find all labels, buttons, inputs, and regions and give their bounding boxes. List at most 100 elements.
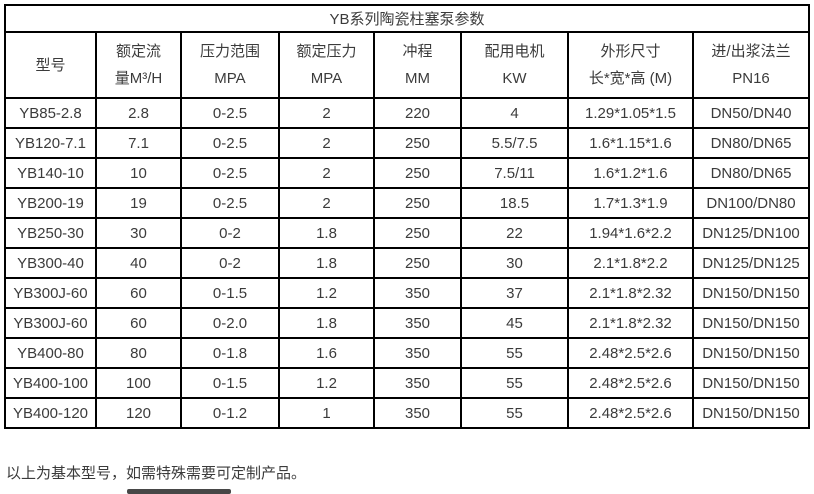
value-cell: 0-2.5 [180,97,280,129]
value-cell: 2.48*2.5*2.6 [567,367,694,399]
value-cell: 1.6*1.15*1.6 [567,127,694,159]
value-cell: 1.29*1.05*1.5 [567,97,694,129]
column-header-line2: MPA [310,70,343,87]
value-cell: 2.48*2.5*2.6 [567,397,694,429]
value-cell: 350 [373,277,462,309]
value-cell: DN80/DN65 [691,157,811,189]
value-cell: 1.8 [278,307,375,339]
value-cell: 120 [95,397,182,429]
value-cell: 0-1.5 [180,277,280,309]
value-cell: 55 [460,397,569,429]
value-cell: 2.48*2.5*2.6 [567,337,694,369]
partial-scrollbar[interactable] [127,489,231,494]
column-header: 配用电机 KW [460,31,569,99]
column-header-line2: MPA [214,70,246,87]
table-title-row: YB系列陶瓷柱塞泵参数 [3,4,811,33]
table-row: YB400-100 100 0-1.5 1.2 350 55 2.48*2.5*2.6 DN1… [4,367,811,399]
value-cell: 250 [373,157,462,189]
value-cell: 2 [278,157,375,189]
table-header-row: 型号 额定流 量M³/H 压力范围 MPA 额定压力 MPA 冲程 MM 配用电机 KW 外形尺寸 长*… [4,31,811,99]
table-row: YB85-2.8 2.8 0-2.5 2 220 4 1.29*1.05*1.5 DN50/D… [4,97,811,129]
value-cell: 30 [460,247,569,279]
value-cell: 0-2.5 [180,157,280,189]
value-cell: 1 [278,397,375,429]
value-cell: 5.5/7.5 [460,127,569,159]
value-cell: 2.1*1.8*2.32 [567,277,694,309]
value-cell: 60 [95,307,182,339]
value-cell: 7.5/11 [460,157,569,189]
value-cell: 4 [460,97,569,129]
value-cell: 0-2 [180,247,280,279]
column-header-line2: MM [405,70,430,87]
value-cell: 220 [373,97,462,129]
table-row: YB300J-60 60 0-1.5 1.2 350 37 2.1*1.8*2.32 DN15… [4,277,811,309]
value-cell: 2.1*1.8*2.32 [567,307,694,339]
column-header-line1: 进/出浆法兰 [711,43,791,60]
value-cell: 18.5 [460,187,569,219]
table-row: YB120-7.1 7.1 0-2.5 2 250 5.5/7.5 1.6*1.15*1.6… [4,127,811,159]
value-cell: 1.8 [278,217,375,249]
model-cell: YB300-40 [4,247,97,279]
value-cell: 10 [95,157,182,189]
model-cell: YB400-100 [4,367,97,399]
value-cell: DN125/DN100 [691,217,811,249]
value-cell: DN80/DN65 [691,127,811,159]
value-cell: DN150/DN150 [691,367,811,399]
value-cell: 0-2.5 [180,187,280,219]
pump-spec-table: YB系列陶瓷柱塞泵参数 型号 额定流 量M³/H 压力范围 MPA 额定压力 MPA 冲程 MM… [3,4,811,429]
column-header: 外形尺寸 长*宽*高 (M) [567,31,694,99]
value-cell: 350 [373,367,462,399]
value-cell: 350 [373,397,462,429]
value-cell: DN50/DN40 [691,97,811,129]
value-cell: 19 [95,187,182,219]
value-cell: DN150/DN150 [691,307,811,339]
column-header: 额定压力 MPA [278,31,375,99]
value-cell: 45 [460,307,569,339]
value-cell: 1.7*1.3*1.9 [567,187,694,219]
column-header: 额定流 量M³/H [95,31,182,99]
value-cell: DN100/DN80 [691,187,811,219]
value-cell: 0-2.5 [180,127,280,159]
value-cell: 250 [373,187,462,219]
value-cell: 350 [373,307,462,339]
value-cell: 7.1 [95,127,182,159]
model-cell: YB120-7.1 [4,127,97,159]
value-cell: 30 [95,217,182,249]
column-header-line2: KW [502,70,527,87]
value-cell: 2 [278,97,375,129]
value-cell: 0-1.5 [180,367,280,399]
value-cell: 0-1.2 [180,397,280,429]
column-header-line2: PN16 [732,70,770,87]
value-cell: 2 [278,127,375,159]
table-row: YB200-19 19 0-2.5 2 250 18.5 1.7*1.3*1.9 DN100/… [4,187,811,219]
column-header-line1: 额定压力 [296,43,357,60]
value-cell: 1.2 [278,367,375,399]
value-cell: DN150/DN150 [691,397,811,429]
model-cell: YB300J-60 [4,307,97,339]
value-cell: 1.94*1.6*2.2 [567,217,694,249]
value-cell: 1.2 [278,277,375,309]
column-header-line1: 压力范围 [199,43,260,60]
value-cell: 0-2 [180,217,280,249]
column-header-line1: 冲程 [402,43,433,60]
model-cell: YB200-19 [4,187,97,219]
value-cell: DN150/DN150 [691,277,811,309]
model-cell: YB400-80 [4,337,97,369]
model-cell: YB400-120 [4,397,97,429]
footer-note: 以上为基本型号，如需特殊需要可定制产品。 [6,465,307,482]
value-cell: 2.1*1.8*2.2 [567,247,694,279]
column-header-line1: 配用电机 [484,43,545,60]
table-row: YB300J-60 60 0-2.0 1.8 350 45 2.1*1.8*2.32 DN15… [4,307,811,339]
value-cell: 1.8 [278,247,375,279]
table-row: YB400-120 120 0-1.2 1 350 55 2.48*2.5*2.6 DN150… [4,397,811,429]
model-cell: YB85-2.8 [4,97,97,129]
value-cell: 22 [460,217,569,249]
model-cell: YB300J-60 [4,277,97,309]
column-header: 型号 [4,31,97,99]
value-cell: 250 [373,217,462,249]
column-header: 冲程 MM [373,31,462,99]
table-row: YB250-30 30 0-2 1.8 250 22 1.94*1.6*2.2 DN125/D… [4,217,811,249]
model-cell: YB140-10 [4,157,97,189]
column-header-line1: 额定流 [115,43,161,60]
